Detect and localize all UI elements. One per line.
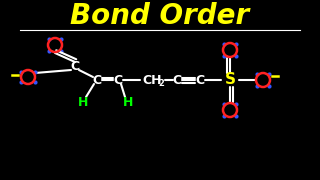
Text: C: C [172,73,181,87]
Text: S: S [225,73,236,87]
Text: C: C [196,73,204,87]
Text: Bond Order: Bond Order [70,2,250,30]
Text: C: C [70,60,80,73]
Text: C: C [92,73,101,87]
Text: CH: CH [142,73,162,87]
Text: C: C [113,73,123,87]
Text: H: H [78,96,88,109]
Text: 2: 2 [158,78,164,87]
Text: H: H [123,96,133,109]
